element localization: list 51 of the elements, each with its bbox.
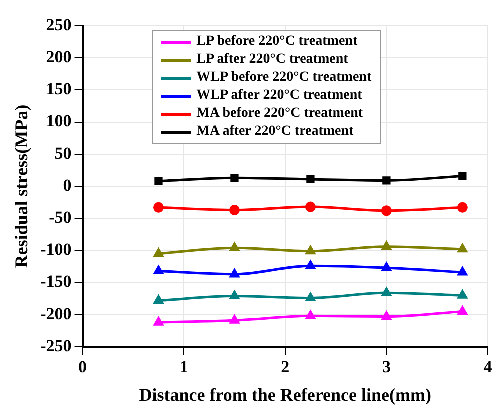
point — [230, 242, 240, 252]
point — [306, 292, 316, 302]
point — [229, 205, 240, 216]
y-tick-label: 50 — [54, 144, 72, 163]
point — [382, 312, 392, 320]
x-tick-label: 1 — [180, 358, 188, 377]
x-tick-label: 0 — [78, 358, 88, 377]
x-tick-label: 2 — [281, 358, 290, 377]
y-tick-label: 250 — [46, 15, 72, 34]
y-tick-label: 200 — [46, 47, 72, 66]
point — [382, 242, 392, 250]
y-tick-label: -200 — [40, 304, 72, 324]
y-tick-label: 0 — [63, 176, 72, 195]
point — [306, 175, 315, 184]
y-tick-label: -150 — [40, 272, 72, 292]
point — [306, 246, 316, 255]
point — [154, 266, 164, 274]
legend-label: MA before 220°C treatment — [196, 105, 364, 123]
point — [458, 244, 468, 253]
point — [382, 288, 392, 296]
point — [381, 206, 392, 216]
point — [230, 315, 240, 324]
point — [230, 174, 239, 182]
y-tick-label: -50 — [49, 208, 72, 227]
point — [305, 202, 316, 212]
point — [154, 177, 163, 186]
point — [306, 310, 316, 320]
point — [457, 202, 468, 213]
point — [230, 269, 240, 278]
legend-label: LP before 220°C treatment — [196, 33, 358, 51]
legend-label: WLP after 220°C treatment — [196, 87, 362, 105]
point — [458, 290, 468, 299]
y-tick-label: -100 — [40, 240, 72, 260]
legend-label: MA after 220°C treatment — [196, 123, 354, 141]
point — [458, 172, 467, 180]
point — [306, 260, 316, 270]
legend-label: WLP before 220°C treatment — [196, 69, 372, 87]
y-axis-title: Residual stress(MPa) — [11, 104, 32, 268]
x-tick-label: 4 — [484, 358, 493, 377]
point — [382, 176, 391, 185]
point — [154, 317, 164, 326]
y-tick-label: 100 — [46, 112, 72, 131]
legend-label: LP after 220°C treatment — [196, 51, 348, 69]
point — [458, 267, 468, 276]
point — [382, 262, 392, 272]
x-axis-title: Distance from the Reference line(mm) — [139, 384, 432, 405]
point — [153, 202, 164, 213]
y-tick-label: 150 — [46, 80, 72, 99]
x-tick-label: 3 — [382, 358, 391, 377]
point — [458, 306, 468, 315]
y-tick-label: -250 — [40, 336, 72, 356]
